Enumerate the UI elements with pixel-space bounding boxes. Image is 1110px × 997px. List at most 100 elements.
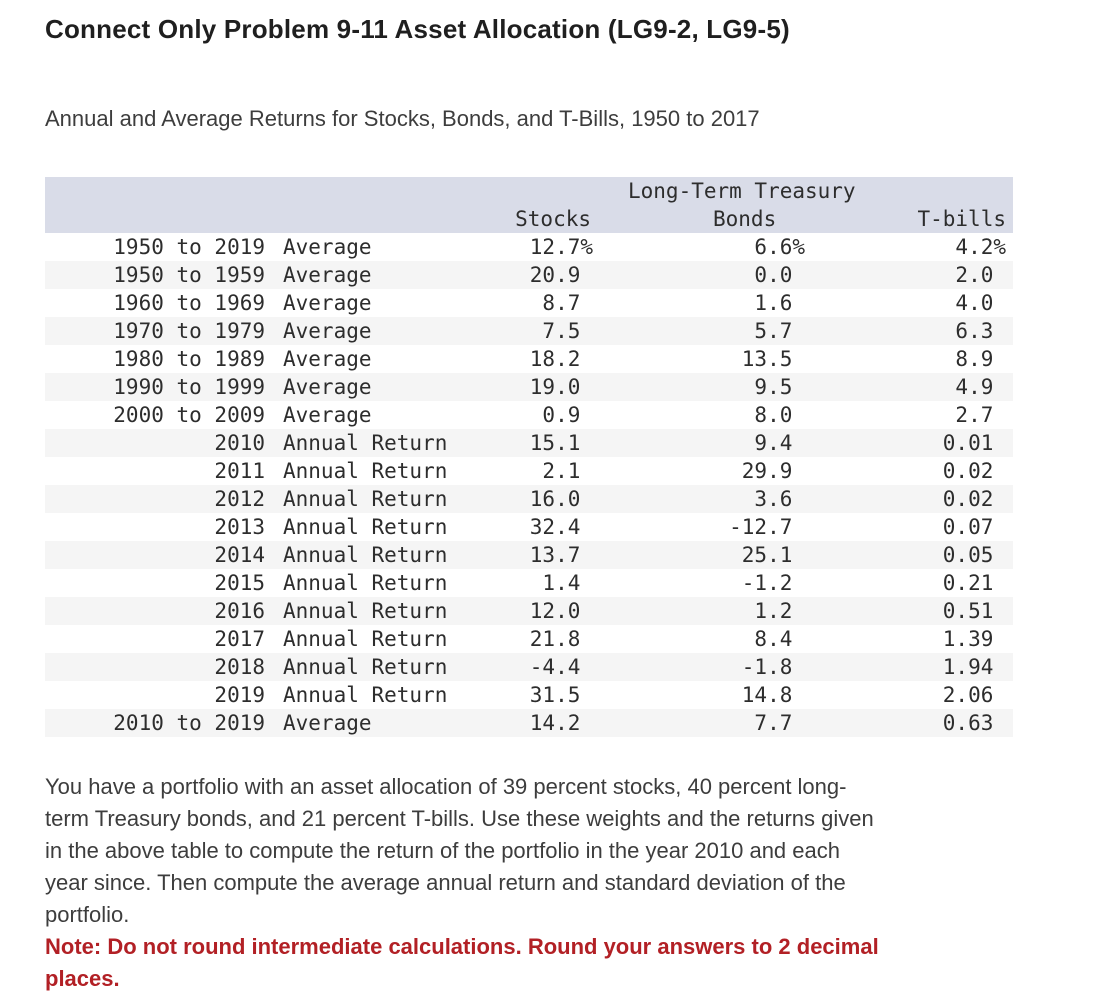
row-type-label: Annual Return — [283, 515, 448, 539]
bonds-value-cell: -1.8 — [593, 653, 805, 681]
row-type-label: Average — [283, 319, 372, 343]
rounding-note-line: places. — [45, 966, 120, 991]
tbills-value-cell: 0.21 — [805, 569, 1006, 597]
table-row: 2018 Annual Return -4.4 -1.8 1.94 — [45, 653, 1013, 681]
bonds-value: 6.6 — [754, 235, 793, 259]
tbills-value: 2.0 — [955, 263, 994, 287]
stocks-value-cell: 32.4 — [483, 513, 593, 541]
table-row: 2013 Annual Return 32.4 -12.7 0.07 — [45, 513, 1013, 541]
row-period: 1980 to 1989 — [113, 347, 265, 371]
bonds-value: 0.0 — [754, 263, 793, 287]
tbills-value-cell: 1.94 — [805, 653, 1006, 681]
bonds-value: 8.4 — [754, 627, 793, 651]
tbills-value-cell: 2.0 — [805, 261, 1006, 289]
table-row: 2012 Annual Return 16.0 3.6 0.02 — [45, 485, 1013, 513]
bonds-value-cell: 0.0 — [593, 261, 805, 289]
tbills-value: 6.3 — [955, 319, 994, 343]
stocks-value-cell: 16.0 — [483, 485, 593, 513]
row-type-label: Annual Return — [283, 571, 448, 595]
stocks-value-cell: -4.4 — [483, 653, 593, 681]
stocks-value-cell: 19.0 — [483, 373, 593, 401]
row-type-label: Average — [283, 347, 372, 371]
bonds-value-cell: 9.4 — [593, 429, 805, 457]
row-type-label: Average — [283, 403, 372, 427]
bonds-value: 5.7 — [754, 319, 793, 343]
bonds-value: 1.6 — [754, 291, 793, 315]
table-row: 2010 to 2019 Average 14.2 7.7 0.63 — [45, 709, 1013, 737]
stocks-value-cell: 1.4 — [483, 569, 593, 597]
table-row: 2019 Annual Return 31.5 14.8 2.06 — [45, 681, 1013, 709]
row-period: 2010 — [214, 431, 265, 455]
stocks-value-cell: 18.2 — [483, 345, 593, 373]
row-type-label: Annual Return — [283, 459, 448, 483]
row-type-label: Average — [283, 375, 372, 399]
stocks-value: 19.0 — [529, 375, 581, 399]
tbills-value-cell: 4.2% — [805, 233, 1006, 261]
tbills-value: 2.06 — [942, 683, 994, 707]
stocks-value-cell: 2.1 — [483, 457, 593, 485]
stocks-value: 12.7 — [529, 235, 581, 259]
tbills-value-cell: 0.01 — [805, 429, 1006, 457]
bonds-value-cell: 1.6 — [593, 289, 805, 317]
stocks-value: 12.0 — [529, 599, 581, 623]
column-header-tbills: T-bills — [917, 207, 1006, 231]
bonds-value-cell: -12.7 — [593, 513, 805, 541]
tbills-value: 1.39 — [942, 627, 994, 651]
column-header-stocks: Stocks — [515, 207, 591, 231]
tbills-value: 0.02 — [942, 459, 994, 483]
tbills-value: 0.02 — [942, 487, 994, 511]
tbills-value: 1.94 — [942, 655, 994, 679]
bonds-value: 3.6 — [754, 487, 793, 511]
stocks-value: 2.1 — [542, 459, 581, 483]
bonds-value-cell: 25.1 — [593, 541, 805, 569]
bonds-value: -12.7 — [729, 515, 793, 539]
tbills-value: 0.01 — [942, 431, 994, 455]
tbills-percent-suffix: % — [993, 235, 1007, 259]
bonds-value-cell: 9.5 — [593, 373, 805, 401]
row-period: 1970 to 1979 — [113, 319, 265, 343]
stocks-value: 18.2 — [529, 347, 581, 371]
question-line: year since. Then compute the average ann… — [45, 870, 846, 895]
bonds-value-cell: 8.4 — [593, 625, 805, 653]
bonds-value-cell: 3.6 — [593, 485, 805, 513]
stocks-value: 0.9 — [542, 403, 581, 427]
bonds-value: -1.2 — [741, 571, 793, 595]
row-type-label: Annual Return — [283, 627, 448, 651]
table-row: 2000 to 2009 Average 0.9 8.0 2.7 — [45, 401, 1013, 429]
stocks-value: 14.2 — [529, 711, 581, 735]
bonds-value: 13.5 — [741, 347, 793, 371]
stocks-value: -4.4 — [529, 655, 581, 679]
rounding-note-line: Note: Do not round intermediate calculat… — [45, 934, 879, 959]
tbills-value-cell: 4.9 — [805, 373, 1006, 401]
row-period: 2017 — [214, 627, 265, 651]
bonds-value: 9.4 — [754, 431, 793, 455]
tbills-value-cell: 0.07 — [805, 513, 1006, 541]
row-period: 2018 — [214, 655, 265, 679]
tbills-value: 0.05 — [942, 543, 994, 567]
row-type-label: Annual Return — [283, 543, 448, 567]
tbills-value: 2.7 — [955, 403, 994, 427]
stocks-value: 20.9 — [529, 263, 581, 287]
tbills-value-cell: 0.63 — [805, 709, 1006, 737]
row-type-label: Average — [283, 263, 372, 287]
tbills-value-cell: 0.02 — [805, 485, 1006, 513]
tbills-value-cell: 0.02 — [805, 457, 1006, 485]
stocks-value-cell: 7.5 — [483, 317, 593, 345]
stocks-value-cell: 21.8 — [483, 625, 593, 653]
tbills-value-cell: 1.39 — [805, 625, 1006, 653]
bonds-value: 14.8 — [741, 683, 793, 707]
row-type-label: Average — [283, 711, 372, 735]
tbills-value-cell: 6.3 — [805, 317, 1006, 345]
question-line: term Treasury bonds, and 21 percent T-bi… — [45, 806, 874, 831]
row-period: 2019 — [214, 683, 265, 707]
bonds-value: -1.8 — [741, 655, 793, 679]
bonds-value: 25.1 — [741, 543, 793, 567]
bonds-value: 29.9 — [741, 459, 793, 483]
tbills-value: 0.07 — [942, 515, 994, 539]
table-row: 2017 Annual Return 21.8 8.4 1.39 — [45, 625, 1013, 653]
table-row: 1990 to 1999 Average 19.0 9.5 4.9 — [45, 373, 1013, 401]
table-row: 2016 Annual Return 12.0 1.2 0.51 — [45, 597, 1013, 625]
column-header-bonds: Bonds — [713, 207, 777, 231]
problem-statement: You have a portfolio with an asset alloc… — [45, 771, 1095, 995]
